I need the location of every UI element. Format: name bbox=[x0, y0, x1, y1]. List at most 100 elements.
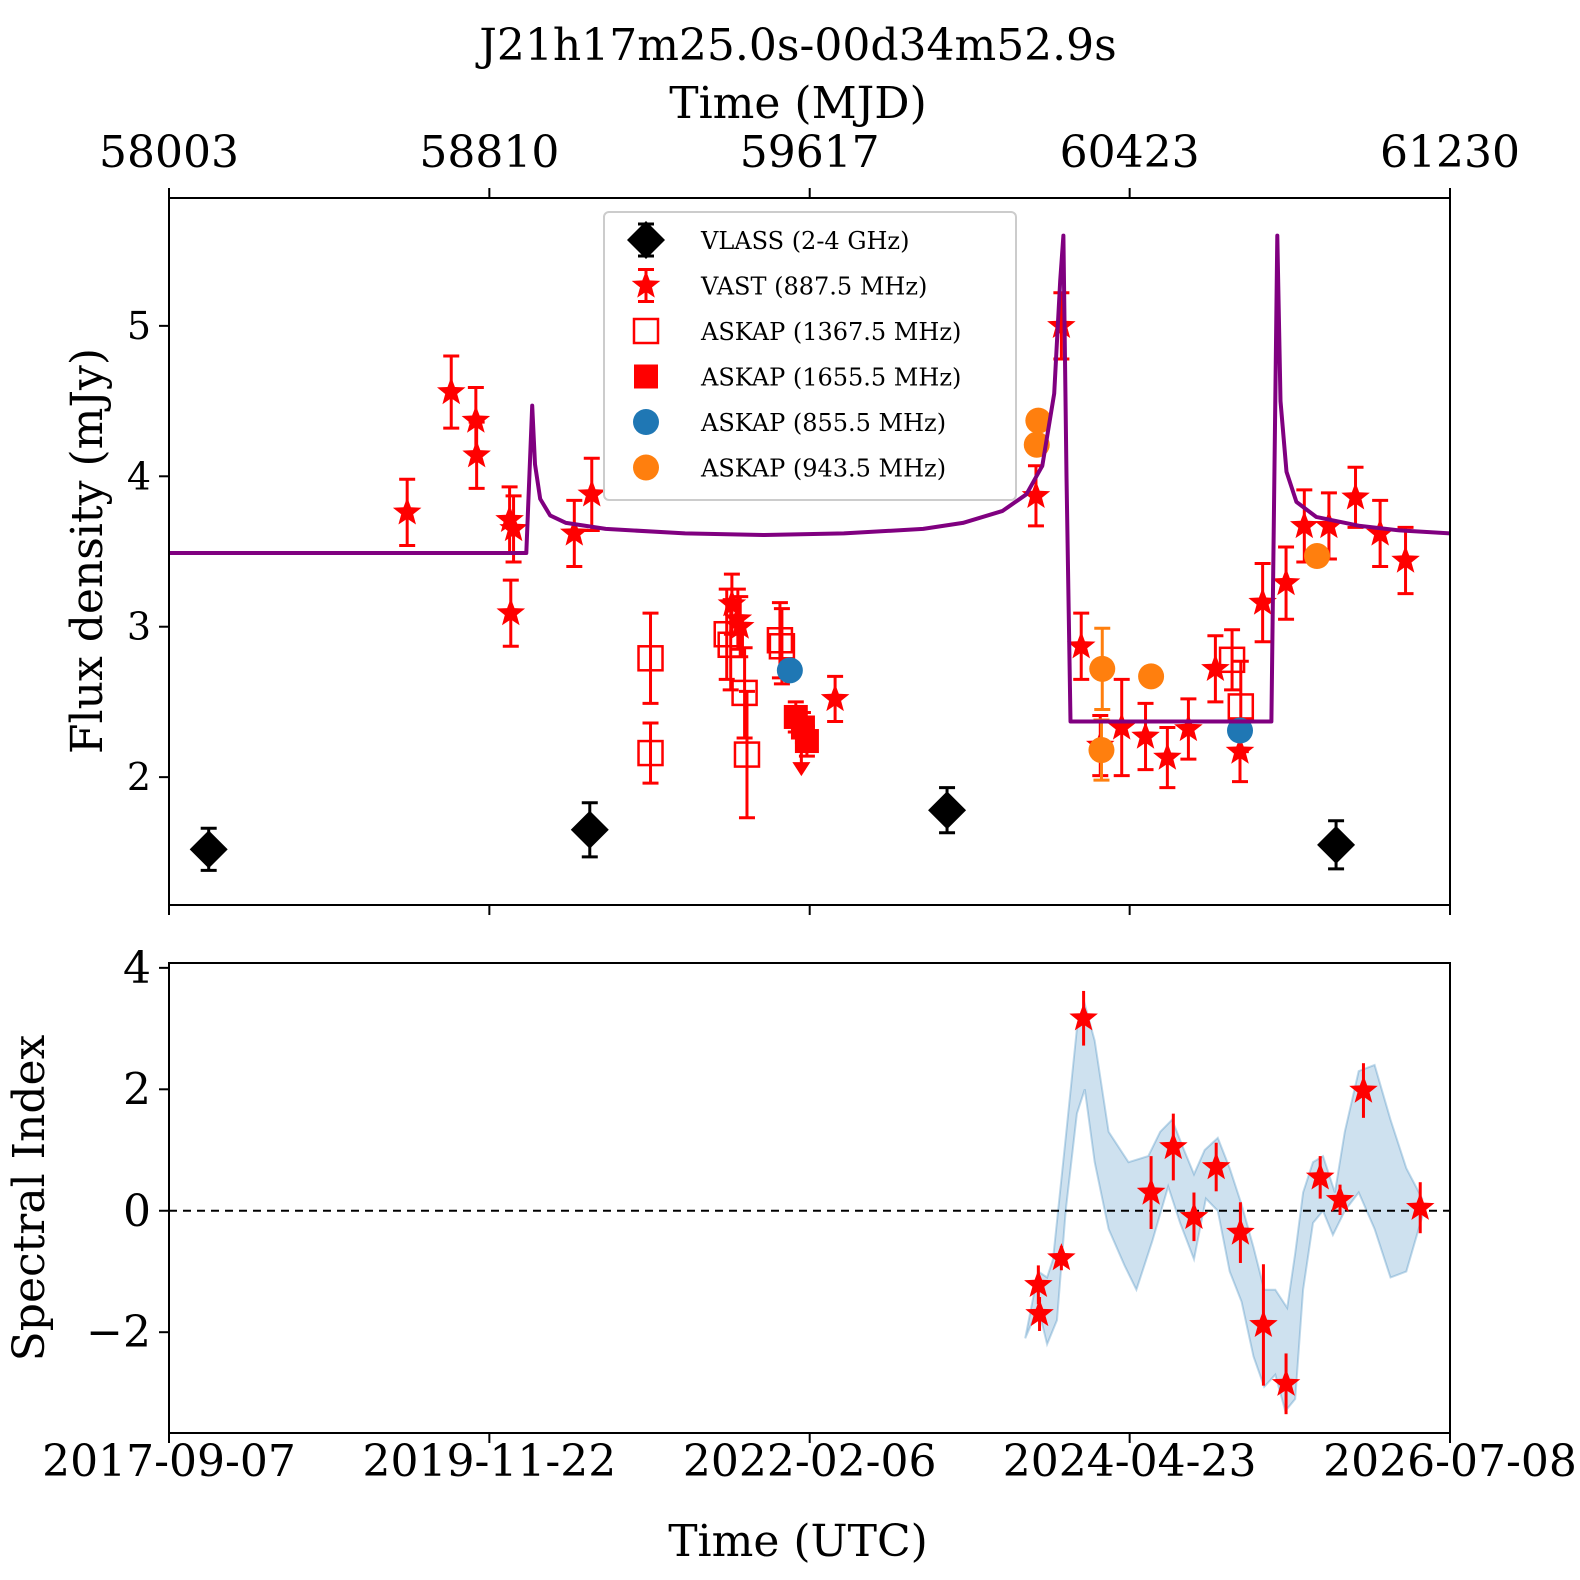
legend: VLASS (2-4 GHz) VAST (887.5 MHz) ASKAP (13… bbox=[603, 211, 1017, 501]
model-curve bbox=[169, 233, 1450, 724]
circle-point bbox=[1088, 737, 1115, 764]
vast-point bbox=[723, 604, 753, 632]
upper-limit-arrow bbox=[792, 762, 811, 777]
open-square-point bbox=[713, 620, 740, 648]
open-square-point bbox=[733, 741, 761, 768]
legend-marker bbox=[632, 317, 660, 345]
legend-label: ASKAP (1655.5 MHz) bbox=[700, 364, 961, 392]
open-square-point bbox=[637, 645, 664, 672]
chart-title: J21h17m25.0s-00d34m52.9s bbox=[475, 20, 1117, 71]
bottom-tick-label: 2017-09-07 bbox=[42, 1436, 296, 1487]
legend-label: ASKAP (855.5 MHz) bbox=[700, 409, 946, 437]
vast-point bbox=[1131, 721, 1160, 749]
legend-label: ASKAP (1367.5 MHz) bbox=[700, 318, 961, 346]
spectral-index-point bbox=[1325, 1184, 1355, 1212]
top-axis-label: Time (MJD) bbox=[669, 78, 926, 129]
vast-point bbox=[461, 405, 491, 433]
spectral-index-point bbox=[1024, 1269, 1053, 1297]
spectral-index-point bbox=[1179, 1201, 1209, 1229]
vast-point bbox=[1201, 653, 1230, 681]
vast-point bbox=[496, 598, 526, 626]
vast-point bbox=[1314, 510, 1344, 539]
vast-point bbox=[499, 513, 528, 542]
open-square-point bbox=[766, 627, 794, 654]
spectral-y-label: Spectral Index bbox=[4, 1034, 55, 1361]
circle-point bbox=[1138, 663, 1165, 690]
vast-point bbox=[1107, 712, 1136, 740]
open-square-point bbox=[1218, 646, 1246, 674]
spectral-index-point bbox=[1069, 1003, 1098, 1031]
legend-marker bbox=[634, 364, 658, 389]
flux-y-tick-label: 5 bbox=[127, 304, 151, 348]
vast-point bbox=[1067, 631, 1096, 659]
vast-point bbox=[560, 518, 589, 546]
vast-point bbox=[1153, 742, 1182, 770]
legend-marker bbox=[627, 221, 665, 259]
spectral-index-point bbox=[1201, 1152, 1231, 1180]
open-square-point bbox=[637, 739, 664, 767]
flux-y-label: Flux density (mJy) bbox=[62, 348, 113, 754]
vast-point bbox=[1290, 510, 1319, 539]
top-tick-label: 61230 bbox=[1380, 127, 1520, 178]
spectral-index-point bbox=[1349, 1075, 1378, 1103]
diamond-point bbox=[1317, 825, 1356, 864]
spectral-index-point bbox=[1305, 1162, 1335, 1190]
legend-marker bbox=[633, 454, 659, 481]
vast-point bbox=[820, 683, 850, 712]
vast-point bbox=[726, 611, 755, 639]
legend-label: VLASS (2-4 GHz) bbox=[700, 227, 909, 255]
legend-label: VAST (887.5 MHz) bbox=[700, 273, 927, 301]
legend-label: ASKAP (943.5 MHz) bbox=[700, 455, 946, 483]
spectral-index-point bbox=[1271, 1368, 1301, 1396]
spectral-index-point bbox=[1047, 1243, 1076, 1271]
vast-point bbox=[1174, 714, 1203, 742]
spectral-index-point bbox=[1249, 1309, 1278, 1337]
vast-point bbox=[1341, 482, 1370, 510]
circle-point bbox=[1304, 543, 1331, 570]
vast-point bbox=[577, 479, 606, 507]
spectral-index-point bbox=[1226, 1217, 1255, 1245]
flux-y-tick-label: 2 bbox=[127, 755, 151, 799]
flux-y-tick-label: 3 bbox=[127, 605, 151, 649]
diamond-point bbox=[189, 830, 228, 869]
spectral-y-tick-label: 2 bbox=[123, 1064, 151, 1115]
flux-y-tick-label: 4 bbox=[127, 454, 151, 498]
bottom-tick-label: 2019-11-22 bbox=[363, 1436, 617, 1487]
spectral-index-panel: 2017-09-07 2019-11-22 2022-02-06 2024-04-23… bbox=[4, 943, 1577, 1487]
vast-point bbox=[1271, 568, 1301, 596]
legend-marker bbox=[631, 270, 661, 298]
vast-point bbox=[392, 497, 422, 525]
bottom-tick-label: 2024-04-23 bbox=[1003, 1436, 1257, 1487]
circle-point bbox=[1227, 717, 1254, 744]
bottom-axis-label: Time (UTC) bbox=[668, 1516, 928, 1567]
vast-point bbox=[1365, 518, 1395, 546]
top-tick-label: 58810 bbox=[419, 127, 559, 178]
diamond-point bbox=[570, 810, 609, 849]
spectral-y-tick-label: −2 bbox=[86, 1307, 151, 1358]
spectral-y-tick-label: 0 bbox=[123, 1186, 151, 1237]
top-tick-label: 59617 bbox=[740, 127, 880, 178]
open-square-point bbox=[768, 633, 796, 660]
vast-point bbox=[1047, 310, 1076, 338]
spectral-index-point bbox=[1159, 1132, 1188, 1160]
vast-point bbox=[462, 440, 491, 468]
spectral-index-point bbox=[1025, 1299, 1054, 1327]
legend-marker bbox=[633, 409, 659, 435]
vast-point bbox=[437, 377, 466, 405]
spectral-index-point bbox=[1136, 1177, 1166, 1205]
vast-point bbox=[1021, 480, 1051, 508]
vast-point bbox=[1391, 545, 1420, 573]
vast-point bbox=[1248, 587, 1277, 615]
legend-frame bbox=[603, 211, 1017, 501]
spectral-y-tick-label: 4 bbox=[123, 943, 151, 994]
flux-density-panel: 58003 58810 59617 60423 61230 2 3 4 5 Flux densi… bbox=[62, 127, 1520, 915]
top-tick-label: 60423 bbox=[1060, 127, 1200, 178]
diamond-point bbox=[928, 791, 967, 830]
top-tick-label: 58003 bbox=[99, 127, 239, 178]
bottom-tick-label: 2026-07-08 bbox=[1323, 1436, 1577, 1487]
circle-point bbox=[776, 657, 803, 684]
spectral-index-point bbox=[1406, 1192, 1435, 1220]
filled-square-point bbox=[794, 729, 819, 754]
circle-point bbox=[1025, 407, 1052, 434]
